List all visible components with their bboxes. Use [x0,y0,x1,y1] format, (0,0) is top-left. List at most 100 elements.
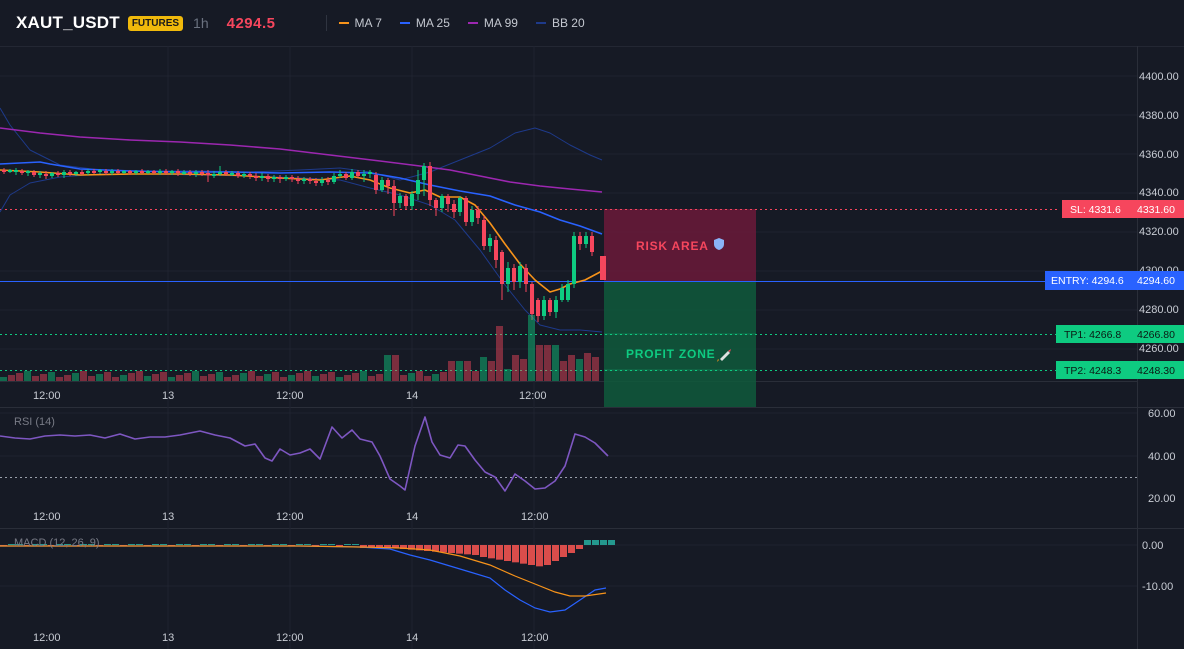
legend-ma7[interactable]: MA 7 [338,16,382,30]
volume-bar [240,373,247,381]
macd-hist-bar [16,544,23,545]
price-tick: 4380.00 [1139,110,1179,122]
macd-hist-bar [80,544,87,545]
volume-bar [344,375,351,381]
macd-hist-bar [480,545,487,557]
rsi-title[interactable]: RSI (14) [14,416,55,428]
sl-axis-value: 4331.60 [1137,204,1175,216]
volume-bar [224,377,231,381]
time-axis-price[interactable]: 12:00 13 12:00 14 12:00 [33,390,547,402]
ma99-line [0,127,603,193]
rsi-tick: 60.00 [1148,408,1176,420]
macd-hist-bar [472,545,479,555]
volume-bar [264,374,271,381]
sl-tag[interactable]: SL: 4331.6 4331.60 [1062,200,1184,218]
volume-bar [72,373,79,381]
legend-ma99[interactable]: MA 99 [467,16,518,30]
candle-body [398,196,402,203]
time-tick: 12:00 [521,632,549,644]
macd-tick: -10.00 [1142,581,1173,593]
tp1-tag[interactable]: TP1: 4266.8 4266.80 [1056,325,1184,343]
candle-body [164,171,168,173]
volume-bar [160,372,167,381]
candle-body [242,174,246,176]
macd-title[interactable]: MACD (12, 26, 9) [14,537,100,549]
profit-zone[interactable] [604,281,756,407]
volume-bar [112,377,119,381]
time-tick: 12:00 [519,390,547,402]
candle-body [524,268,528,284]
candle-body [146,171,150,173]
timeframe-label[interactable]: 1h [193,15,209,31]
volume-bar [144,376,151,381]
macd-hist-bar [208,544,215,545]
candle-body [482,220,486,246]
macd-hist-bar [368,545,375,548]
tp2-tag[interactable]: TP2: 4248.3 4248.30 [1056,361,1184,379]
time-axis-macd[interactable]: 12:00 13 12:00 14 12:00 [33,632,549,644]
macd-hist-bar [568,545,575,553]
candle-body [104,171,108,173]
tp2-tag-bg [1056,361,1130,379]
macd-axis[interactable]: 0.00 -10.00 [1142,540,1173,593]
volume-bar [120,375,127,381]
bb-lower-line [0,173,603,333]
candle-body [548,300,552,312]
candle-body [182,172,186,174]
candle-body [296,179,300,181]
volume-bar [352,373,359,381]
macd-hist-bar [464,545,471,555]
macd-hist-bar [128,544,135,545]
candle-body [470,210,474,222]
candlestick-series[interactable] [2,162,594,322]
volume-bar [184,373,191,381]
candle-body [530,284,534,314]
candle-body [386,180,390,186]
volume-bar [32,376,39,381]
candle-body [74,172,78,174]
price-tick: 4320.00 [1139,226,1179,238]
candle-body [356,172,360,176]
candle-body [50,173,54,176]
ma25-line [0,161,603,235]
candle-body [20,171,24,173]
volume-bar [480,357,487,381]
risk-area-zone[interactable] [604,209,756,281]
volume-bar [592,357,599,381]
legend-bb20[interactable]: BB 20 [535,16,585,30]
candle-body [506,268,510,284]
rsi-tick: 40.00 [1148,451,1176,463]
volume-bar [392,355,399,381]
candle-body [80,172,84,174]
candle-body [536,300,540,316]
volume-bar [88,376,95,381]
entry-tag[interactable]: ENTRY: 4294.6 4294.60 [1045,271,1184,290]
macd-hist-bar [56,544,63,545]
candle-body [362,174,366,176]
indicator-lines [0,107,603,333]
volume-bar [456,361,463,381]
candle-body [116,171,120,173]
volume-bar [416,371,423,381]
candle-body [494,240,498,260]
candle-body [272,177,276,179]
candle-body [554,300,558,312]
macd-hist-bar [352,544,359,545]
time-tick: 14 [406,390,418,402]
macd-tick: 0.00 [1142,540,1163,552]
candle-body [566,284,570,300]
rsi-axis[interactable]: 60.00 40.00 20.00 [1148,408,1176,505]
time-axis-rsi[interactable]: 12:00 13 12:00 14 12:00 [33,511,549,523]
candle-body [56,173,60,175]
candle-body [44,174,48,176]
candle-body [278,177,282,179]
symbol-name[interactable]: XAUT_USDT [16,13,120,32]
candle-body [476,210,480,218]
candle-body [302,179,306,181]
candle-body [314,181,318,183]
entry-axis-bg [1130,271,1184,290]
volume-bar [40,374,47,381]
legend-ma25[interactable]: MA 25 [399,16,450,30]
candle-body [224,172,228,174]
